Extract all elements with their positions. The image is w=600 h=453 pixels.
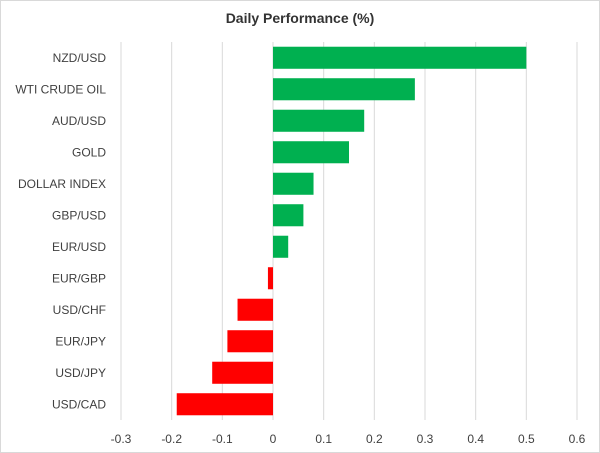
bar xyxy=(212,361,273,384)
category-label: AUD/USD xyxy=(52,114,106,128)
category-labels: NZD/USD WTI CRUDE OIL AUD/USD GOLD DOLLAR IN… xyxy=(15,51,106,412)
bar xyxy=(273,109,365,132)
x-tick-label: 0.2 xyxy=(366,432,383,446)
x-tick-label: -0.2 xyxy=(161,432,182,446)
gridlines xyxy=(120,42,578,420)
x-tick-label: 0 xyxy=(270,432,277,446)
bar xyxy=(227,330,273,353)
category-label: USD/JPY xyxy=(55,366,106,380)
category-label: EUR/USD xyxy=(52,240,106,254)
bars xyxy=(176,46,527,416)
bar xyxy=(176,393,273,416)
category-label: EUR/GBP xyxy=(52,271,106,285)
category-label: USD/CHF xyxy=(53,303,106,317)
x-tick-label: 0.4 xyxy=(467,432,484,446)
category-label: USD/CAD xyxy=(52,397,106,411)
x-tick-labels: -0.3 -0.2 -0.1 0 0.1 0.2 0.3 0.4 0.5 0.6 xyxy=(111,432,586,446)
category-label: DOLLAR INDEX xyxy=(18,177,106,191)
category-label: EUR/JPY xyxy=(55,334,106,348)
category-label: NZD/USD xyxy=(53,51,107,65)
category-label: GOLD xyxy=(72,145,106,159)
x-tick-label: 0.6 xyxy=(569,432,586,446)
x-tick-label: 0.3 xyxy=(417,432,434,446)
bar xyxy=(273,141,349,164)
x-tick-label: -0.3 xyxy=(111,432,132,446)
x-tick-label: 0.1 xyxy=(315,432,332,446)
x-tick-label: -0.1 xyxy=(212,432,233,446)
bar xyxy=(273,235,289,258)
bar xyxy=(237,298,273,321)
bar xyxy=(273,204,304,227)
category-label: GBP/USD xyxy=(52,208,106,222)
bar xyxy=(273,78,415,101)
bar xyxy=(267,267,273,290)
chart-title: Daily Performance (%) xyxy=(225,10,375,26)
bar xyxy=(273,46,527,69)
category-label: WTI CRUDE OIL xyxy=(15,82,106,96)
x-tick-label: 0.5 xyxy=(518,432,535,446)
bar xyxy=(273,172,314,195)
